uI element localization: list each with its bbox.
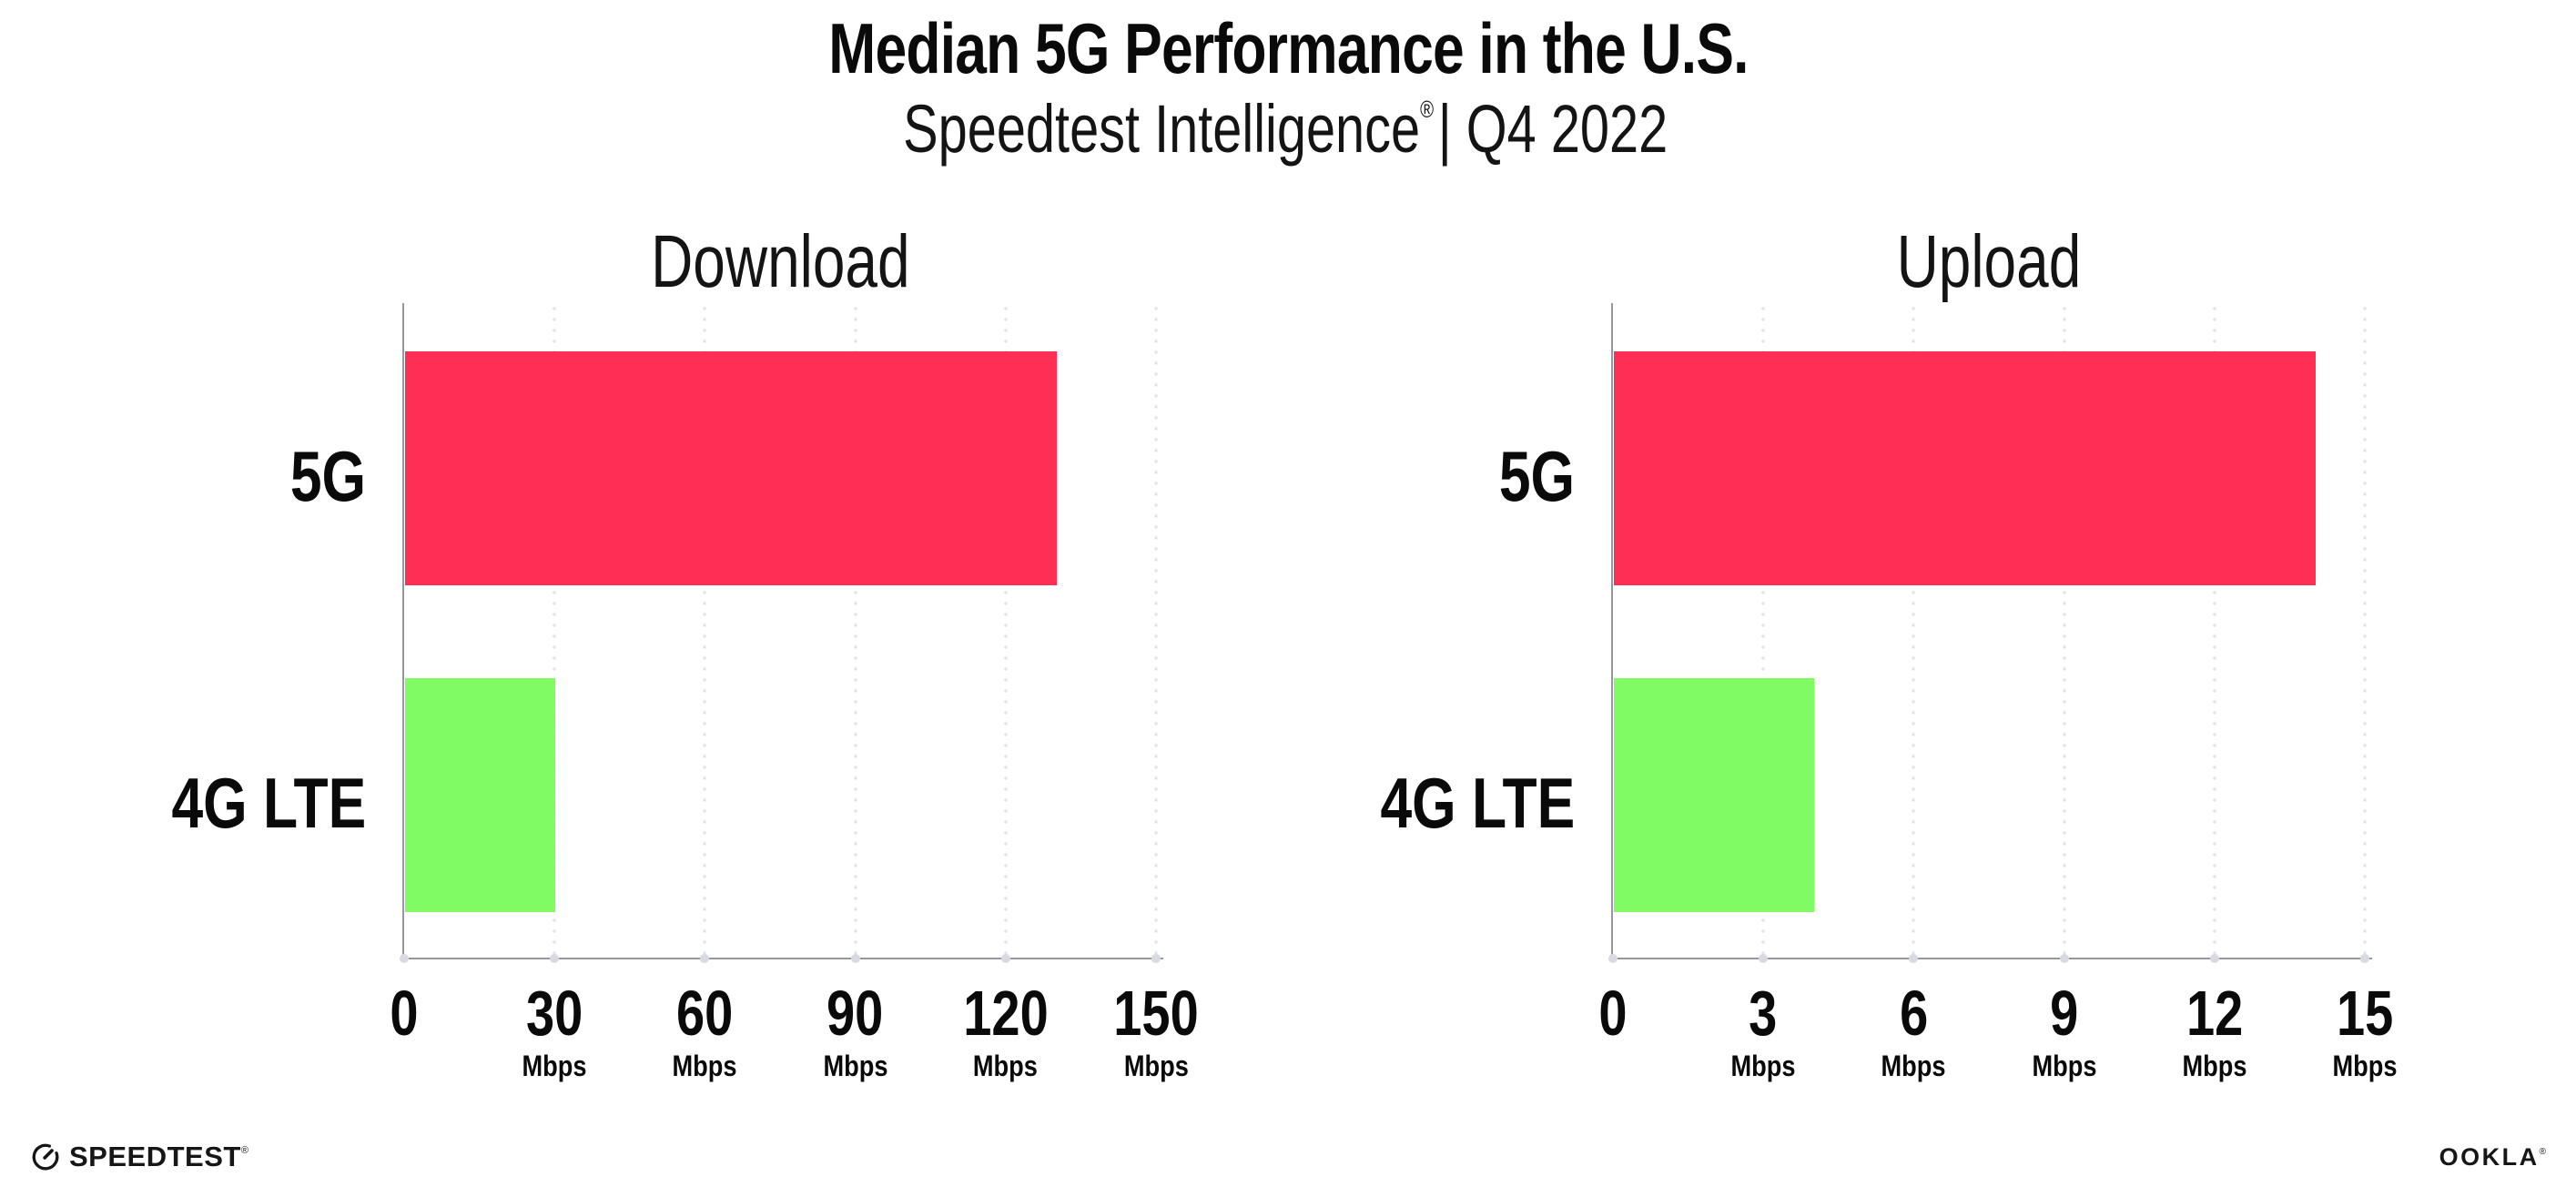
x-tick-label-6: 6 Mbps xyxy=(1876,981,1952,1080)
page-title: Median 5G Performance in the U.S. xyxy=(0,13,2576,84)
x-tick-value: 90 xyxy=(827,978,884,1049)
x-tick-label-0: 0 xyxy=(1596,981,1631,1045)
y-axis-line xyxy=(402,303,404,958)
x-tick-value: 30 xyxy=(526,978,583,1049)
upload-chart-plot-area: 0 3 Mbps 6 Mbps 9 Mbps 12 Mbps 15 Mbps 5G 4G LTE xyxy=(1380,303,2398,1080)
axis-tick-dot-0 xyxy=(400,954,409,963)
category-label-text: 4G LTE xyxy=(171,762,366,843)
subtitle-separator-period: | Q4 2022 xyxy=(1438,91,1668,167)
axis-tick-dot-120 xyxy=(1000,954,1010,963)
axis-tick-dot-60 xyxy=(700,954,710,963)
category-label-4g-lte: 4G LTE xyxy=(123,767,366,838)
gridline-9 xyxy=(2062,303,2066,958)
bar-5g xyxy=(405,351,1057,585)
x-tick-unit: Mbps xyxy=(672,1050,737,1082)
axis-tick-dot-9 xyxy=(2059,954,2069,963)
x-tick-value: 120 xyxy=(963,978,1049,1049)
page-subtitle-text: Speedtest Intelligence®| Q4 2022 xyxy=(904,96,1673,163)
gridline-3 xyxy=(1761,303,1766,958)
category-label-5g: 5G xyxy=(1480,441,1575,512)
x-tick-unit: Mbps xyxy=(2032,1050,2097,1082)
x-tick-unit: Mbps xyxy=(1881,1050,1946,1082)
registered-trademark-icon: ® xyxy=(240,1144,249,1156)
x-axis-line xyxy=(402,958,1163,959)
axis-tick-dot-12 xyxy=(2209,954,2219,963)
bar-4g-lte xyxy=(405,678,556,912)
x-tick-label-9: 9 Mbps xyxy=(2026,981,2103,1080)
x-tick-value: 0 xyxy=(390,978,419,1049)
x-axis-line xyxy=(1611,958,2372,959)
category-label-5g: 5G xyxy=(271,441,366,512)
x-tick-unit: Mbps xyxy=(823,1050,888,1082)
chart-title-upload: Upload xyxy=(1896,220,2082,303)
gridline-12 xyxy=(2212,303,2216,958)
ookla-wordmark: OOKLA xyxy=(2439,1143,2540,1171)
x-tick-label-90: 90 Mbps xyxy=(817,981,894,1080)
axis-tick-dot-0 xyxy=(1608,954,1618,963)
gridline-150 xyxy=(1154,303,1158,958)
x-tick-unit: Mbps xyxy=(1123,1050,1189,1082)
x-tick-value: 150 xyxy=(1113,978,1199,1049)
x-tick-label-15: 15 Mbps xyxy=(2327,981,2403,1080)
x-tick-value: 12 xyxy=(2186,978,2243,1049)
x-tick-label-3: 3 Mbps xyxy=(1725,981,1801,1080)
speedtest-wordmark: SPEEDTEST® xyxy=(69,1140,249,1172)
gridline-15 xyxy=(2363,303,2367,958)
y-axis-line xyxy=(1611,303,1613,958)
axis-tick-dot-6 xyxy=(1909,954,1919,963)
x-tick-unit: Mbps xyxy=(1730,1050,1796,1082)
x-tick-value: 0 xyxy=(1598,978,1628,1049)
axis-tick-dot-30 xyxy=(550,954,560,963)
subtitle-brand: Speedtest Intelligence xyxy=(903,91,1421,167)
gridline-6 xyxy=(1912,303,1916,958)
gridline-90 xyxy=(853,303,857,958)
x-tick-unit: Mbps xyxy=(522,1050,587,1082)
speedtest-logo: SPEEDTEST® xyxy=(30,1140,248,1172)
chart-title-download: Download xyxy=(650,220,910,303)
registered-trademark-icon: ® xyxy=(1420,96,1435,123)
x-tick-label-30: 30 Mbps xyxy=(516,981,593,1080)
x-tick-label-60: 60 Mbps xyxy=(667,981,744,1080)
x-tick-label-150: 150 Mbps xyxy=(1103,981,1210,1080)
speedtest-gauge-icon xyxy=(32,1143,59,1171)
x-tick-value: 6 xyxy=(1899,978,1928,1049)
bar-5g xyxy=(1614,351,2316,585)
axis-tick-dot-3 xyxy=(1759,954,1769,963)
x-tick-unit: Mbps xyxy=(973,1050,1039,1082)
gridline-30 xyxy=(553,303,557,958)
ookla-logo: OOKLA® xyxy=(2439,1145,2546,1170)
category-label-4g-lte: 4G LTE xyxy=(1332,767,1575,838)
x-tick-label-12: 12 Mbps xyxy=(2176,981,2253,1080)
x-tick-value: 9 xyxy=(2050,978,2079,1049)
x-tick-unit: Mbps xyxy=(2332,1050,2398,1082)
gridline-120 xyxy=(1003,303,1008,958)
x-tick-value: 3 xyxy=(1749,978,1778,1049)
x-tick-label-120: 120 Mbps xyxy=(952,981,1059,1080)
category-label-text: 5G xyxy=(289,435,366,516)
bar-4g-lte xyxy=(1614,678,1815,912)
page-subtitle: Speedtest Intelligence®| Q4 2022 xyxy=(0,96,2576,163)
category-label-text: 4G LTE xyxy=(1380,762,1575,843)
registered-trademark-icon: ® xyxy=(2539,1147,2546,1157)
x-tick-value: 15 xyxy=(2336,978,2394,1049)
axis-tick-dot-90 xyxy=(850,954,860,963)
x-tick-unit: Mbps xyxy=(2182,1050,2247,1082)
axis-tick-dot-150 xyxy=(1151,954,1161,963)
category-label-text: 5G xyxy=(1498,435,1575,516)
x-tick-value: 60 xyxy=(676,978,734,1049)
x-tick-label-0: 0 xyxy=(387,981,422,1045)
page-title-text: Median 5G Performance in the U.S. xyxy=(827,8,1749,88)
gridline-60 xyxy=(703,303,707,958)
download-chart-plot-area: 0 30 Mbps 60 Mbps 90 Mbps 120 Mbps 150 Mbps 5G 4G LT… xyxy=(171,303,1199,1080)
axis-tick-dot-15 xyxy=(2360,954,2369,963)
